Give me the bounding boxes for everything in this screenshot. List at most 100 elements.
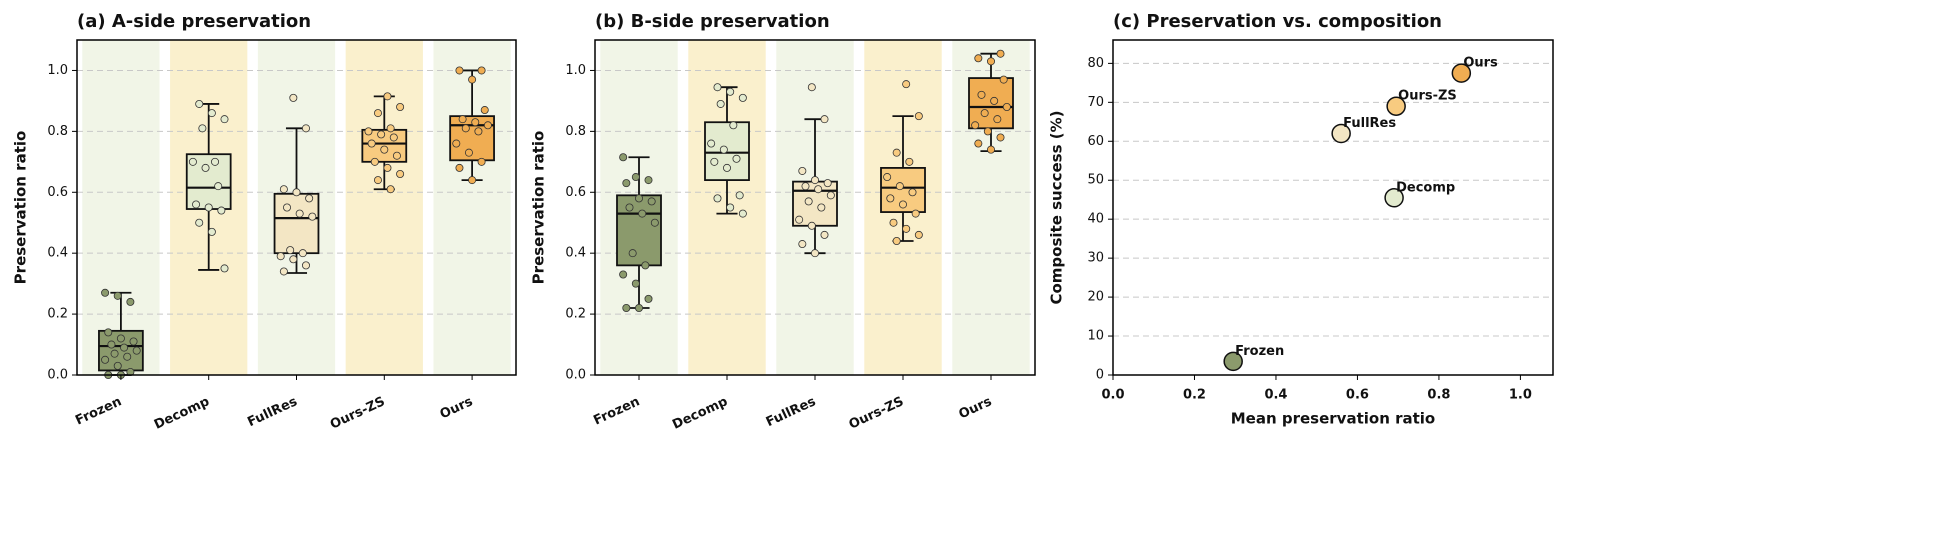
y-tick-label: 0.6 xyxy=(565,185,586,200)
data-point xyxy=(619,153,628,162)
data-point xyxy=(308,212,317,221)
data-point xyxy=(110,349,119,358)
data-point xyxy=(220,264,229,273)
data-point xyxy=(707,139,716,148)
data-point xyxy=(814,185,823,194)
x-tick-label: 0.8 xyxy=(1427,388,1450,403)
data-point xyxy=(386,185,395,194)
data-point xyxy=(455,66,464,75)
y-tick-label: 0.4 xyxy=(47,246,68,261)
data-point xyxy=(204,203,213,212)
data-point xyxy=(628,249,637,258)
y-tick-label: 0.0 xyxy=(565,368,586,383)
data-point xyxy=(116,334,125,343)
y-tick-label: 0.6 xyxy=(47,185,68,200)
data-point xyxy=(987,145,996,154)
data-point xyxy=(974,139,983,148)
data-point xyxy=(120,343,129,352)
data-point xyxy=(396,103,405,112)
data-point xyxy=(820,115,829,124)
x-tick-label: 0.4 xyxy=(1264,388,1287,403)
data-point xyxy=(719,145,728,154)
y-tick-label: 50 xyxy=(1087,173,1104,188)
data-point xyxy=(132,346,141,355)
scatter-point xyxy=(1331,123,1351,144)
point-label: Ours xyxy=(1463,56,1498,71)
y-tick-label: 30 xyxy=(1087,251,1104,266)
x-axis-label: Mean preservation ratio xyxy=(1231,410,1436,428)
data-point xyxy=(892,236,901,245)
y-tick-label: 60 xyxy=(1087,134,1104,149)
band xyxy=(345,40,423,375)
x-tick-label: Ours-ZS xyxy=(847,394,906,432)
data-point xyxy=(902,224,911,233)
data-point xyxy=(464,148,473,157)
data-point xyxy=(726,87,735,96)
data-point xyxy=(723,163,732,172)
data-point xyxy=(644,294,653,303)
data-point xyxy=(631,279,640,288)
data-point xyxy=(911,209,920,218)
data-point xyxy=(716,99,725,108)
data-point xyxy=(295,209,304,218)
data-point xyxy=(726,203,735,212)
data-point xyxy=(823,179,832,188)
data-point xyxy=(301,261,310,270)
scatter-point xyxy=(1384,188,1404,208)
data-point xyxy=(820,230,829,239)
y-tick-label: 1.0 xyxy=(47,63,68,78)
y-tick-label: 10 xyxy=(1087,329,1104,344)
data-point xyxy=(619,270,628,279)
data-point xyxy=(383,163,392,172)
data-point xyxy=(738,209,747,218)
y-tick-label: 1.0 xyxy=(565,63,586,78)
data-point xyxy=(279,185,288,194)
y-tick-label: 20 xyxy=(1087,290,1104,305)
data-point xyxy=(211,157,220,166)
data-point xyxy=(113,361,122,370)
data-point xyxy=(289,93,298,102)
plot-frame xyxy=(1112,39,1554,376)
data-point xyxy=(392,151,401,160)
x-tick-label: FullRes xyxy=(764,394,819,430)
x-tick-label: Ours xyxy=(957,394,995,422)
y-tick-label: 0.8 xyxy=(565,124,586,139)
data-point xyxy=(396,169,405,178)
data-point xyxy=(977,90,986,99)
data-point xyxy=(622,179,631,188)
data-point xyxy=(452,139,461,148)
data-point xyxy=(201,163,210,172)
data-point xyxy=(461,124,470,133)
data-point xyxy=(650,218,659,227)
x-tick-label: FullRes xyxy=(245,394,300,430)
data-point xyxy=(647,197,656,206)
y-tick-label: 0.4 xyxy=(565,246,586,261)
data-point xyxy=(283,203,292,212)
data-point xyxy=(192,200,201,209)
data-point xyxy=(207,227,216,236)
data-point xyxy=(807,83,816,92)
data-point xyxy=(276,252,285,261)
data-point xyxy=(817,203,826,212)
point-label: Decomp xyxy=(1396,180,1455,195)
data-point xyxy=(644,176,653,185)
data-point xyxy=(892,148,901,157)
data-point xyxy=(477,66,486,75)
data-point xyxy=(389,133,398,142)
data-point xyxy=(980,109,989,118)
data-point xyxy=(889,218,898,227)
data-point xyxy=(883,173,892,182)
data-point xyxy=(364,127,373,136)
data-point xyxy=(999,75,1008,84)
data-point xyxy=(983,127,992,136)
data-point xyxy=(480,106,489,115)
data-point xyxy=(373,109,382,118)
data-point xyxy=(305,194,314,203)
data-point xyxy=(107,340,116,349)
data-point xyxy=(807,221,816,230)
data-point xyxy=(1002,103,1011,112)
data-point xyxy=(798,166,807,175)
x-tick-label: Ours-ZS xyxy=(328,394,387,432)
data-point xyxy=(732,154,741,163)
